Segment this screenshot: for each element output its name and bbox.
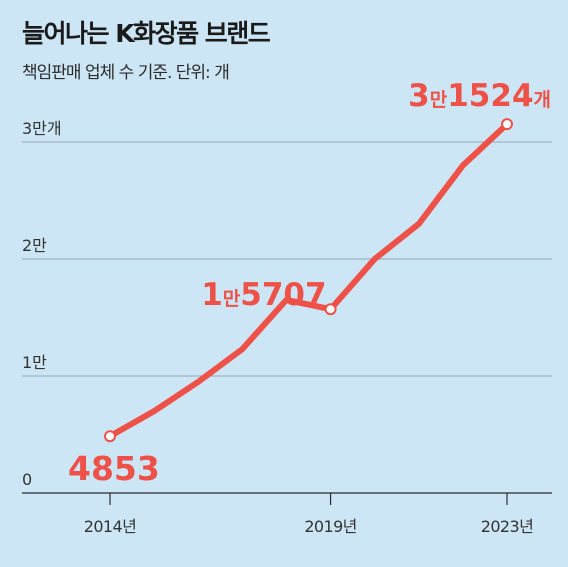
series-line [107,121,510,440]
data-point-marker [104,430,116,443]
data-point-marker [501,118,513,131]
chart-title: 늘어나는 K화장품 브랜드 [22,19,271,48]
data-label: 3만1524개 [408,78,551,114]
data-point-marker [324,303,337,316]
y-tick-label: 3만개 [22,119,62,138]
x-tick-label: 2014년 [84,517,136,536]
x-tick-label: 2019년 [304,517,356,536]
y-tick-label: 2만 [22,236,47,255]
x-tick-label: 2023년 [481,517,533,536]
y-tick-label: 1만 [22,353,47,372]
data-label: 4853 [68,449,160,488]
chart-subtitle: 책임판매 업체 수 기준. 단위: 개 [22,63,230,83]
y-tick-label: 0 [22,470,32,489]
data-label: 1만5707 [201,277,326,313]
